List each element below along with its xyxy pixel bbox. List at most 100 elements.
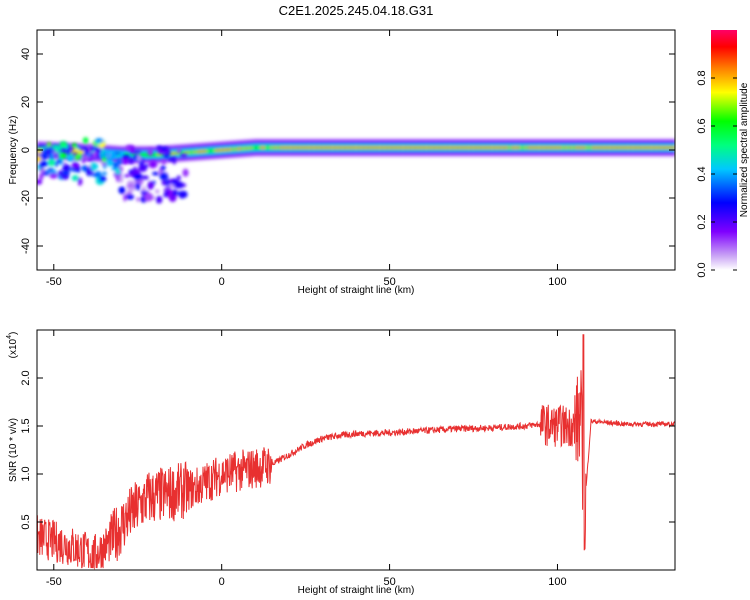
spectrogram-cell xyxy=(272,145,275,150)
spectrogram-cell xyxy=(533,146,537,149)
spectrogram-cell xyxy=(616,146,619,149)
spectrogram-blob xyxy=(48,147,53,152)
spectrogram-cell xyxy=(70,145,73,158)
spectrogram-cell xyxy=(651,146,654,149)
spectrogram-cell xyxy=(186,150,189,155)
spectrogram-x-tick-label: -50 xyxy=(46,276,62,288)
spectrogram-scatter xyxy=(37,137,189,204)
spectrogram-cell xyxy=(47,144,50,157)
spectrogram-cell xyxy=(597,146,601,149)
spectrogram-blob xyxy=(144,192,154,202)
spectrogram-cell xyxy=(174,151,177,156)
spectrogram-cell xyxy=(290,146,293,149)
spectrogram-cell xyxy=(151,152,154,157)
spectrogram-cell xyxy=(572,145,575,150)
spectrogram-cell xyxy=(181,150,184,156)
spectrogram-cell xyxy=(120,150,124,159)
spectrogram-cell xyxy=(470,146,473,149)
spectrogram-cell xyxy=(241,146,245,151)
spectrogram-cell xyxy=(664,146,668,149)
spectrogram-blob xyxy=(161,179,167,186)
spectrogram-cell xyxy=(656,146,659,149)
spectrogram-cell xyxy=(512,146,515,149)
spectrogram-cell xyxy=(214,149,218,152)
spectrogram-cell xyxy=(352,146,355,149)
spectrogram-cell xyxy=(310,146,313,149)
spectrogram-cell xyxy=(661,146,664,149)
spectrogram-cell xyxy=(456,146,460,149)
spectrogram-cell xyxy=(344,146,347,149)
colorbar-tick-label: 0.8 xyxy=(696,70,708,85)
spectrogram-cell xyxy=(641,146,644,149)
colorbar-label: Normalized spectral amplitude xyxy=(739,82,750,217)
spectrogram-cell xyxy=(63,145,67,158)
spectrogram-cell xyxy=(211,148,214,153)
spectrogram-cell xyxy=(339,146,342,149)
spectrogram-cell xyxy=(475,146,478,149)
spectrogram-cell xyxy=(592,146,596,149)
spectrogram-blob xyxy=(39,168,46,173)
spectrogram-cell xyxy=(275,146,278,149)
spectrogram-cell xyxy=(389,146,392,149)
colorbar-tick-label: 0.0 xyxy=(696,262,708,277)
spectrogram-blob xyxy=(56,158,62,163)
spectrogram-cell xyxy=(330,146,334,149)
spectrogram-blob xyxy=(134,169,140,175)
spectrogram-cell xyxy=(663,146,666,149)
spectrogram-cell xyxy=(574,146,577,149)
spectrogram-cell xyxy=(481,146,485,149)
spectrogram-blob xyxy=(156,145,162,150)
spectrogram-heatmap xyxy=(37,137,675,204)
snr-y-tick-label: 2.0 xyxy=(20,370,32,385)
spectrogram-blob xyxy=(152,180,156,185)
spectrogram-cell xyxy=(208,148,211,154)
spectrogram-blob xyxy=(106,158,113,162)
spectrogram-cell xyxy=(559,146,562,149)
spectrogram-blob xyxy=(128,158,134,165)
spectrogram-cell xyxy=(307,146,310,149)
spectrogram-cell xyxy=(631,146,634,149)
spectrogram-cell xyxy=(653,146,656,149)
spectrogram-cell xyxy=(255,145,258,150)
spectrogram-y-ticks: 40 20 0 -20 -40 xyxy=(20,48,675,254)
spectrogram-blob xyxy=(126,183,135,188)
spectrogram-cell xyxy=(542,146,545,149)
spectrogram-cell xyxy=(381,146,384,149)
spectrogram-cell xyxy=(550,146,554,149)
spectrogram-blob xyxy=(140,175,149,180)
spectrogram-blob xyxy=(112,162,120,169)
spectrogram-blob xyxy=(126,180,136,184)
spectrogram-cell xyxy=(372,146,376,149)
spectrogram-cell xyxy=(488,146,491,149)
spectrogram-cell xyxy=(369,146,372,149)
snr-series-line xyxy=(37,334,675,570)
spectrogram-cell xyxy=(622,146,626,149)
spectrogram-cell xyxy=(397,146,401,149)
spectrogram-cell xyxy=(409,146,413,149)
spectrogram-cell xyxy=(315,146,318,149)
spectrogram-cell xyxy=(359,146,362,149)
spectrogram-cell xyxy=(270,146,273,149)
spectrogram-cell xyxy=(283,146,287,149)
spectrogram-cell xyxy=(439,146,443,149)
spectrogram-cell xyxy=(424,146,428,149)
spectrogram-cell xyxy=(188,151,191,154)
spectrogram-cell xyxy=(179,150,182,156)
spectrogram-blob xyxy=(82,158,86,164)
spectrogram-cell xyxy=(213,148,216,153)
spectrogram-blob xyxy=(168,184,175,188)
spectrogram-cell xyxy=(119,150,122,159)
spectrogram-cell xyxy=(428,146,431,149)
spectrogram-blob xyxy=(82,148,89,156)
spectrogram-cell xyxy=(58,145,62,158)
spectrogram-cell xyxy=(586,145,589,150)
spectrogram-cell xyxy=(604,146,607,149)
spectrogram-cell xyxy=(322,146,325,149)
spectrogram-cell xyxy=(441,146,444,149)
spectrogram-cell xyxy=(154,152,157,157)
spectrogram-cell xyxy=(374,146,377,149)
spectrogram-blob xyxy=(176,175,181,180)
spectrogram-cell xyxy=(141,152,144,157)
spectrogram-cell xyxy=(292,146,295,149)
